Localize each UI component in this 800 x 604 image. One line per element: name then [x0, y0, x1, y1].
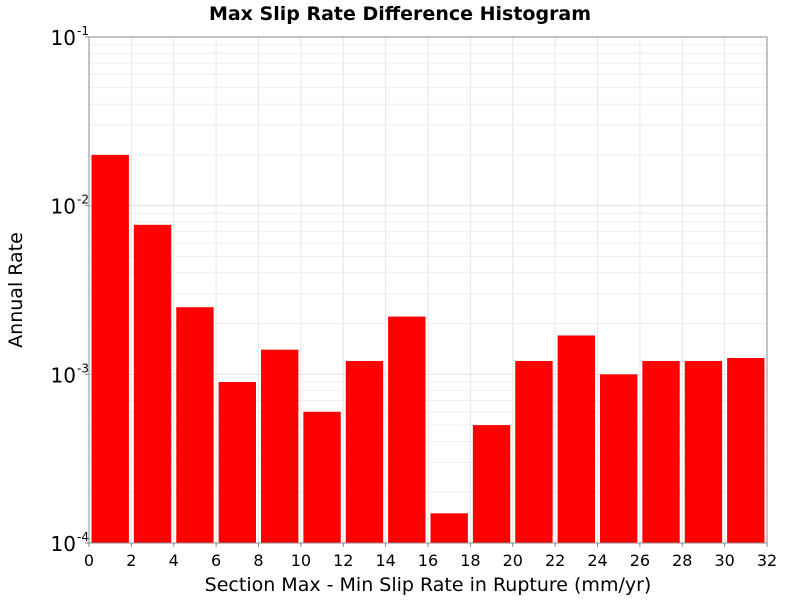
x-tick-label: 22	[545, 551, 565, 570]
x-tick-label: 10	[291, 551, 311, 570]
chart-title: Max Slip Rate Difference Histogram	[209, 3, 591, 25]
histogram-bar	[91, 154, 129, 543]
histogram-bar	[303, 411, 341, 543]
x-tick-label: 18	[460, 551, 480, 570]
y-tick-label: 10 -3	[51, 361, 89, 387]
y-tick-base: 10	[51, 363, 76, 387]
x-tick-label: 2	[126, 551, 136, 570]
x-tick-label: 0	[84, 551, 94, 570]
x-tick-label: 14	[375, 551, 395, 570]
x-tick-label: 8	[253, 551, 263, 570]
histogram-bar	[430, 513, 468, 543]
histogram-bar	[176, 307, 214, 543]
x-tick-label: 32	[757, 551, 777, 570]
histogram-bar	[388, 316, 426, 543]
y-tick-label: 10 -2	[51, 193, 89, 219]
y-tick-label: 10 -1	[51, 24, 89, 50]
x-tick-label: 12	[333, 551, 353, 570]
histogram-bar	[515, 360, 553, 543]
histogram-bar	[727, 357, 765, 543]
y-tick-base: 10	[51, 532, 76, 556]
y-tick-exponent: -3	[77, 361, 89, 375]
histogram-bar	[600, 374, 638, 543]
y-tick-base: 10	[51, 195, 76, 219]
x-axis-ticks: 0 2 4 6 8 10 12 14 16 18 20 22 24 26 28 30 32	[84, 543, 777, 570]
x-tick-label: 20	[503, 551, 523, 570]
histogram-bar	[557, 335, 595, 543]
histogram-bar	[345, 360, 384, 543]
histogram-bar	[684, 360, 723, 543]
x-tick-label: 24	[587, 551, 607, 570]
x-tick-label: 16	[418, 551, 438, 570]
y-tick-exponent: -2	[77, 193, 89, 207]
histogram-bar	[218, 382, 256, 543]
y-tick-label: 10 -4	[51, 530, 89, 556]
y-axis-ticks: 10-410-310-210-1	[51, 24, 89, 556]
x-tick-label: 6	[211, 551, 221, 570]
x-tick-label: 26	[630, 551, 650, 570]
x-tick-label: 28	[672, 551, 692, 570]
x-tick-label: 30	[714, 551, 734, 570]
histogram-bar	[642, 360, 680, 543]
histogram-bar	[472, 425, 511, 543]
x-axis-label: Section Max - Min Slip Rate in Rupture (…	[205, 574, 652, 596]
y-tick-exponent: -4	[77, 530, 89, 544]
y-tick-exponent: -1	[77, 24, 89, 38]
y-axis-label: Annual Rate	[5, 232, 27, 348]
bars-layer	[91, 154, 765, 544]
histogram-bar	[261, 349, 299, 543]
x-tick-label: 4	[169, 551, 179, 570]
y-tick-base: 10	[51, 26, 76, 50]
histogram-bar	[133, 224, 172, 544]
